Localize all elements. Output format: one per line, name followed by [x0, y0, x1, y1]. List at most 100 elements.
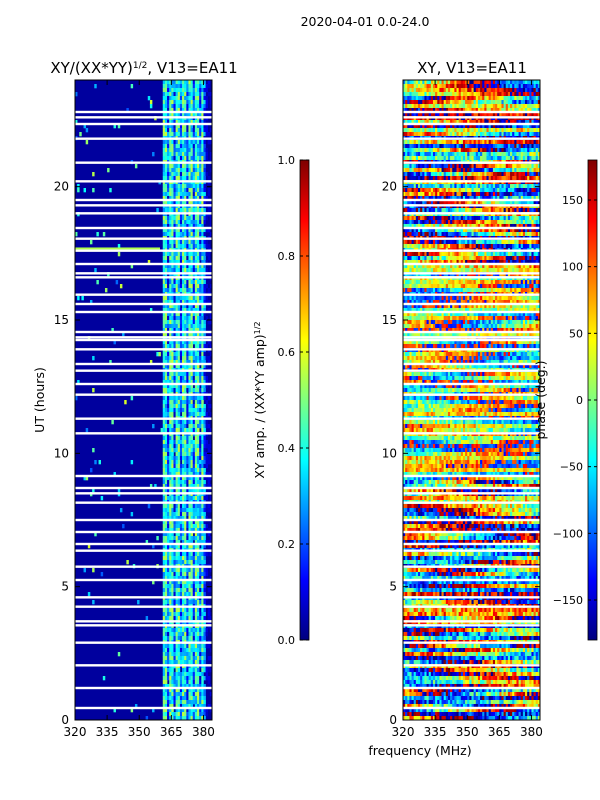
amplitude-cell — [192, 312, 196, 317]
flagged-row — [75, 620, 212, 623]
phase-cell — [465, 132, 468, 137]
amplitude-cell — [175, 360, 179, 365]
amplitude-cell — [197, 260, 200, 265]
amplitude-cell — [201, 668, 204, 673]
amplitude-cell — [173, 100, 176, 105]
phase-cell — [527, 124, 530, 129]
amplitude-cell — [179, 556, 183, 561]
amplitude-cell — [186, 516, 189, 521]
amplitude-cell — [186, 376, 189, 381]
phase-cell — [445, 96, 449, 101]
amplitude-cell — [179, 652, 183, 657]
amplitude-cell — [117, 124, 121, 129]
amplitude-cell — [171, 244, 174, 249]
amplitude-cell — [171, 488, 174, 493]
phase-cell — [405, 84, 408, 89]
phase-cell — [525, 120, 528, 125]
amplitude-cell — [201, 296, 204, 301]
phase-cell — [535, 148, 539, 153]
amplitude-cell — [177, 152, 181, 157]
amplitude-cell — [188, 320, 191, 325]
amplitude-cell — [203, 88, 206, 93]
amplitude-cell — [186, 556, 189, 561]
amplitude-cell — [209, 468, 212, 473]
phase-cell — [501, 148, 504, 153]
phase-cell — [422, 156, 425, 161]
phase-cell — [477, 152, 481, 157]
phase-cell — [447, 104, 451, 109]
amplitude-cell — [186, 504, 189, 509]
phase-cell — [482, 108, 485, 113]
amplitude-cell — [171, 388, 174, 393]
amplitude-cell — [177, 104, 181, 109]
phase-cell — [458, 152, 462, 157]
phase-cell — [507, 144, 511, 149]
amplitude-cell — [167, 696, 170, 701]
amplitude-cell — [197, 676, 200, 681]
amplitude-cell — [209, 460, 212, 465]
amplitude-cell — [199, 256, 202, 261]
phase-cell — [439, 92, 442, 97]
phase-cell — [439, 128, 442, 133]
amplitude-cell — [182, 608, 185, 613]
amplitude-cell — [167, 576, 170, 581]
phase-cell — [424, 140, 427, 145]
amplitude-cell — [175, 312, 179, 317]
phase-cell — [454, 152, 457, 157]
phase-cell — [458, 112, 462, 117]
phase-cell — [415, 140, 419, 145]
amplitude-cell — [171, 440, 174, 445]
amplitude-cell — [186, 404, 189, 409]
phase-cell — [417, 92, 421, 97]
amplitude-cell — [184, 700, 187, 705]
amplitude-cell — [169, 172, 172, 177]
phase-cell — [512, 100, 515, 105]
amplitude-cell — [162, 352, 166, 357]
phase-cell — [486, 124, 489, 129]
phase-cell — [447, 132, 451, 137]
phase-cell — [430, 104, 434, 109]
amplitude-cell — [190, 340, 194, 345]
amplitude-cell — [162, 408, 166, 413]
phase-cell — [445, 144, 449, 149]
phase-cell — [428, 96, 432, 101]
amplitude-cell — [179, 256, 183, 261]
phase-cell — [445, 152, 449, 157]
amplitude-cell — [164, 428, 168, 433]
amplitude-cell — [175, 708, 179, 713]
amplitude-cell — [190, 324, 194, 329]
phase-cell — [510, 152, 513, 157]
amplitude-cell — [192, 284, 196, 289]
amplitude-cell — [164, 580, 168, 585]
amplitude-cell — [164, 228, 168, 233]
amplitude-cell — [175, 288, 179, 293]
amplitude-cell — [179, 324, 183, 329]
amplitude-cell — [177, 680, 181, 685]
amplitude-cell — [171, 668, 174, 673]
amplitude-cell — [171, 532, 174, 537]
phase-cell — [484, 140, 487, 145]
phase-cell — [486, 84, 489, 89]
amplitude-cell — [190, 176, 194, 181]
amplitude-cell — [167, 532, 170, 537]
amplitude-cell — [197, 280, 200, 285]
amplitude-cell — [171, 256, 174, 261]
amplitude-cell — [173, 152, 176, 157]
phase-cell — [533, 112, 537, 117]
amplitude-cell — [184, 652, 187, 657]
phase-cell — [501, 124, 504, 129]
phase-cell — [484, 120, 487, 125]
amplitude-cell — [107, 168, 110, 173]
amplitude-cell — [162, 580, 166, 585]
phase-cell — [432, 88, 436, 93]
amplitude-cell — [164, 240, 168, 245]
phase-cell — [520, 100, 524, 105]
amplitude-cell — [199, 316, 202, 321]
phase-cell — [537, 88, 540, 93]
amplitude-cell — [199, 232, 202, 237]
phase-cell — [484, 80, 487, 85]
phase-cell — [452, 144, 455, 149]
amplitude-cell — [179, 384, 183, 389]
amplitude-cell — [177, 636, 181, 641]
amplitude-cell — [184, 600, 187, 605]
